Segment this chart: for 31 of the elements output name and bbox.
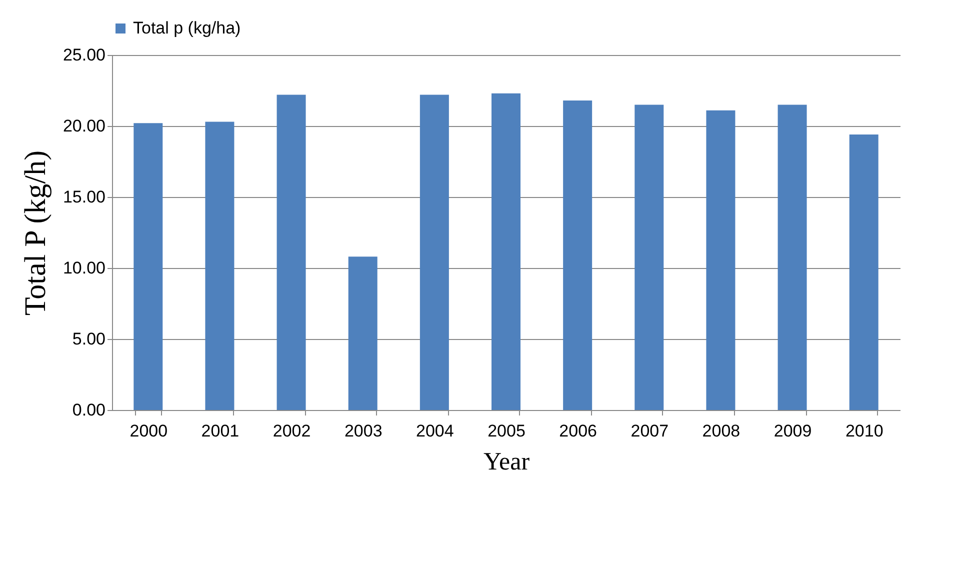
y-tick-label: 5.00 <box>72 330 106 348</box>
x-tick-label: 2003 <box>344 422 382 440</box>
x-axis-title: Year <box>483 448 530 476</box>
y-tick-label: 10.00 <box>62 258 106 278</box>
bar <box>205 122 234 410</box>
x-tick-label: 2008 <box>702 422 740 440</box>
x-tick-label: 2001 <box>201 422 240 440</box>
y-axis-title: Total P (kg/h) <box>18 150 52 316</box>
x-tick-label: 2000 <box>130 422 168 440</box>
bar <box>706 110 736 410</box>
bar <box>778 104 807 410</box>
y-tick-label: 25.00 <box>62 46 106 64</box>
bar <box>348 256 378 410</box>
x-tick-label: 2002 <box>272 422 311 440</box>
x-tick-label: 2007 <box>630 422 669 440</box>
legend-label: Total p (kg/ha) <box>133 18 241 38</box>
x-tick-label: 2009 <box>774 422 812 440</box>
y-tick-label: 15.00 <box>62 188 106 206</box>
bar <box>420 94 449 410</box>
x-tick-label: 2004 <box>416 422 454 440</box>
bar <box>134 123 163 410</box>
bar <box>849 134 878 410</box>
bar <box>276 94 306 410</box>
bar <box>563 100 592 410</box>
bar <box>492 93 520 410</box>
x-tick-label: 2005 <box>488 422 526 440</box>
x-tick-label: 2010 <box>845 422 884 440</box>
x-tick-label: 2006 <box>559 422 597 440</box>
y-tick-label: 20.00 <box>62 116 106 136</box>
y-tick-label: 0.00 <box>72 400 106 420</box>
bar <box>634 104 664 410</box>
